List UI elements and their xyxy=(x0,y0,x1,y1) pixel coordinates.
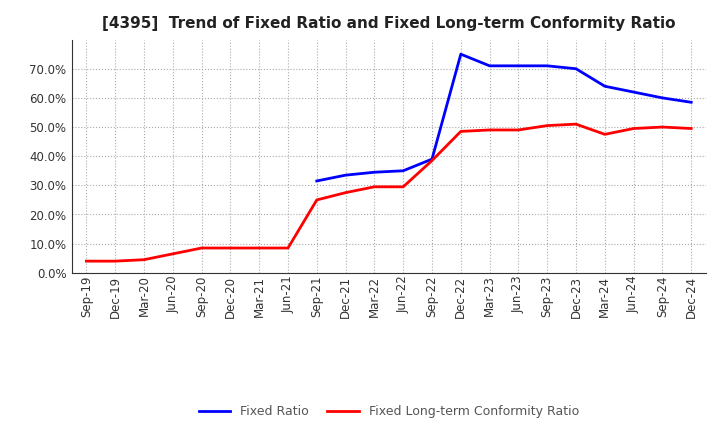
Fixed Long-term Conformity Ratio xyxy=(255,246,264,251)
Fixed Long-term Conformity Ratio xyxy=(485,127,494,132)
Fixed Long-term Conformity Ratio xyxy=(456,129,465,134)
Fixed Long-term Conformity Ratio xyxy=(312,197,321,202)
Fixed Ratio xyxy=(399,168,408,173)
Line: Fixed Long-term Conformity Ratio: Fixed Long-term Conformity Ratio xyxy=(86,124,691,261)
Fixed Ratio xyxy=(341,172,350,178)
Fixed Long-term Conformity Ratio xyxy=(284,246,292,251)
Fixed Long-term Conformity Ratio xyxy=(140,257,148,262)
Fixed Long-term Conformity Ratio xyxy=(629,126,638,131)
Fixed Long-term Conformity Ratio xyxy=(514,127,523,132)
Fixed Long-term Conformity Ratio xyxy=(687,126,696,131)
Fixed Ratio xyxy=(428,157,436,162)
Fixed Long-term Conformity Ratio xyxy=(197,246,206,251)
Legend: Fixed Ratio, Fixed Long-term Conformity Ratio: Fixed Ratio, Fixed Long-term Conformity … xyxy=(194,400,584,423)
Fixed Ratio xyxy=(658,95,667,100)
Fixed Ratio xyxy=(370,169,379,175)
Fixed Ratio xyxy=(629,89,638,95)
Fixed Ratio xyxy=(600,84,609,89)
Fixed Long-term Conformity Ratio xyxy=(428,158,436,163)
Fixed Long-term Conformity Ratio xyxy=(572,121,580,127)
Fixed Long-term Conformity Ratio xyxy=(168,251,177,257)
Fixed Long-term Conformity Ratio xyxy=(370,184,379,190)
Fixed Ratio xyxy=(543,63,552,69)
Fixed Ratio xyxy=(514,63,523,69)
Fixed Long-term Conformity Ratio xyxy=(600,132,609,137)
Fixed Ratio xyxy=(312,178,321,183)
Fixed Long-term Conformity Ratio xyxy=(543,123,552,128)
Fixed Ratio xyxy=(687,99,696,105)
Line: Fixed Ratio: Fixed Ratio xyxy=(317,54,691,181)
Fixed Long-term Conformity Ratio xyxy=(399,184,408,190)
Fixed Long-term Conformity Ratio xyxy=(341,190,350,195)
Fixed Long-term Conformity Ratio xyxy=(82,258,91,264)
Title: [4395]  Trend of Fixed Ratio and Fixed Long-term Conformity Ratio: [4395] Trend of Fixed Ratio and Fixed Lo… xyxy=(102,16,675,32)
Fixed Ratio xyxy=(485,63,494,69)
Fixed Long-term Conformity Ratio xyxy=(658,125,667,130)
Fixed Long-term Conformity Ratio xyxy=(226,246,235,251)
Fixed Long-term Conformity Ratio xyxy=(111,258,120,264)
Fixed Ratio xyxy=(572,66,580,71)
Fixed Ratio xyxy=(456,51,465,57)
